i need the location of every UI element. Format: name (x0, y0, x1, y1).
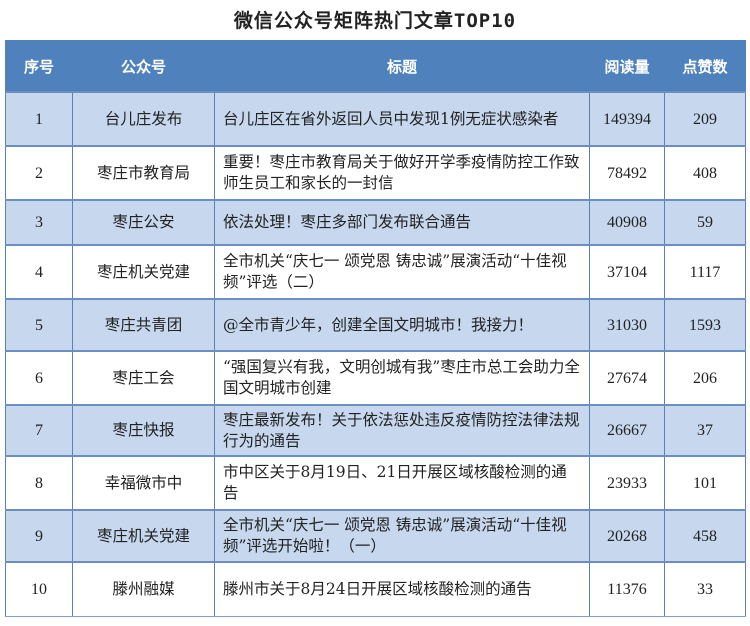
cell-rank: 4 (5, 244, 73, 300)
table-row: 1 台儿庄发布 台儿庄区在省外返回人员中发现1例无症状感染者 149394 20… (5, 91, 746, 147)
cell-rank: 7 (5, 404, 73, 457)
cell-headline: @全市青少年，创建全国文明城市！我接力！ (214, 298, 590, 352)
cell-rank: 2 (5, 145, 73, 201)
cell-likes: 1117 (664, 244, 746, 300)
header-row: 序号 公众号 标题 阅读量 点赞数 (5, 40, 746, 93)
cell-headline: 滕州市关于8月24日开展区域核酸检测的通告 (214, 561, 590, 617)
cell-rank: 3 (5, 199, 73, 246)
cell-reads: 149394 (589, 91, 665, 147)
table-row: 6 枣庄工会 “强国复兴有我，文明创城有我”枣庄市总工会助力全国文明城市创建 2… (5, 350, 746, 406)
cell-rank: 5 (5, 298, 73, 352)
cell-rank: 10 (5, 561, 73, 617)
cell-likes: 408 (664, 145, 746, 201)
top10-articles-table: 序号 公众号 标题 阅读量 点赞数 1 台儿庄发布 台儿庄区在省外返回人员中发现… (5, 40, 746, 617)
cell-likes: 458 (664, 509, 746, 563)
cell-headline: 枣庄最新发布！关于依法惩处违反疫情防控法律法规行为的通告 (214, 404, 590, 457)
cell-account: 台儿庄发布 (72, 91, 215, 147)
table-row: 8 幸福微市中 市中区关于8月19日、21日开展区域核酸检测的通告 23933 … (5, 455, 746, 511)
cell-likes: 209 (664, 91, 746, 147)
table-row: 3 枣庄公安 依法处理！枣庄多部门发布联合通告 40908 59 (5, 199, 746, 246)
table-row: 10 滕州融媒 滕州市关于8月24日开展区域核酸检测的通告 11376 33 (5, 561, 746, 617)
header-headline: 标题 (214, 40, 590, 93)
header-likes: 点赞数 (664, 40, 746, 93)
cell-likes: 1593 (664, 298, 746, 352)
table-row: 9 枣庄机关党建 全市机关“庆七一 颂党恩 铸忠诚”展演活动“十佳视频”评选开始… (5, 509, 746, 563)
cell-account: 幸福微市中 (72, 455, 215, 511)
cell-reads: 26667 (589, 404, 665, 457)
cell-headline: 市中区关于8月19日、21日开展区域核酸检测的通告 (214, 455, 590, 511)
cell-headline: 台儿庄区在省外返回人员中发现1例无症状感染者 (214, 91, 590, 147)
cell-account: 枣庄市教育局 (72, 145, 215, 201)
cell-account: 滕州融媒 (72, 561, 215, 617)
header-account: 公众号 (72, 40, 215, 93)
table-row: 5 枣庄共青团 @全市青少年，创建全国文明城市！我接力！ 31030 1593 (5, 298, 746, 352)
cell-account: 枣庄共青团 (72, 298, 215, 352)
cell-rank: 1 (5, 91, 73, 147)
cell-account: 枣庄公安 (72, 199, 215, 246)
cell-headline: 重要！枣庄市教育局关于做好开学季疫情防控工作致师生员工和家长的一封信 (214, 145, 590, 201)
cell-headline: 全市机关“庆七一 颂党恩 铸忠诚”展演活动“十佳视频”评选开始啦！（一） (214, 509, 590, 563)
cell-reads: 31030 (589, 298, 665, 352)
cell-reads: 78492 (589, 145, 665, 201)
cell-reads: 40908 (589, 199, 665, 246)
cell-likes: 37 (664, 404, 746, 457)
table-title: 微信公众号矩阵热门文章TOP10 (233, 10, 517, 32)
cell-reads: 27674 (589, 350, 665, 406)
table-row: 2 枣庄市教育局 重要！枣庄市教育局关于做好开学季疫情防控工作致师生员工和家长的… (5, 145, 746, 201)
cell-headline: 全市机关“庆七一 颂党恩 铸忠诚”展演活动“十佳视频”评选（二） (214, 244, 590, 300)
table-row: 4 枣庄机关党建 全市机关“庆七一 颂党恩 铸忠诚”展演活动“十佳视频”评选（二… (5, 244, 746, 300)
header-rank: 序号 (5, 40, 73, 93)
cell-likes: 206 (664, 350, 746, 406)
cell-rank: 9 (5, 509, 73, 563)
cell-reads: 11376 (589, 561, 665, 617)
cell-likes: 59 (664, 199, 746, 246)
cell-account: 枣庄机关党建 (72, 509, 215, 563)
cell-headline: “强国复兴有我，文明创城有我”枣庄市总工会助力全国文明城市创建 (214, 350, 590, 406)
cell-rank: 6 (5, 350, 73, 406)
table-row: 7 枣庄快报 枣庄最新发布！关于依法惩处违反疫情防控法律法规行为的通告 2666… (5, 404, 746, 457)
cell-headline: 依法处理！枣庄多部门发布联合通告 (214, 199, 590, 246)
cell-account: 枣庄机关党建 (72, 244, 215, 300)
cell-rank: 8 (5, 455, 73, 511)
cell-reads: 37104 (589, 244, 665, 300)
cell-reads: 20268 (589, 509, 665, 563)
cell-likes: 33 (664, 561, 746, 617)
cell-account: 枣庄快报 (72, 404, 215, 457)
cell-account: 枣庄工会 (72, 350, 215, 406)
cell-likes: 101 (664, 455, 746, 511)
header-reads: 阅读量 (589, 40, 665, 93)
cell-reads: 23933 (589, 455, 665, 511)
